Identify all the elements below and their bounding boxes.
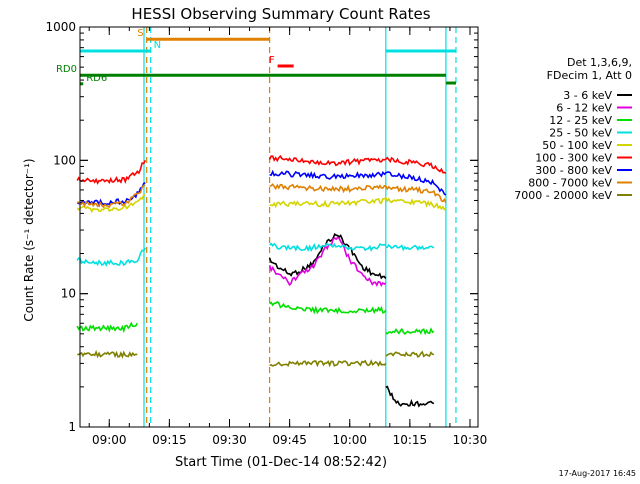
series-layer xyxy=(76,154,447,408)
footer-timestamp: 17-Aug-2017 16:45 xyxy=(559,469,636,478)
chart-title: HESSI Observing Summary Count Rates xyxy=(131,5,430,23)
detector-info-line-2: FDecim 1, Att 0 xyxy=(547,69,632,82)
series-trace xyxy=(77,349,138,359)
legend-label: 3 - 6 keV xyxy=(563,89,612,102)
axes: 1 10 100 1000 09:00 09:15 09:30 09:45 10:00 10:15… xyxy=(45,20,487,447)
series-3 xyxy=(76,301,435,336)
legend-label: 12 - 25 keV xyxy=(549,114,612,127)
series-trace xyxy=(76,159,147,185)
series-trace xyxy=(77,184,146,209)
series-trace xyxy=(76,247,146,268)
series-4 xyxy=(76,242,435,268)
series-trace xyxy=(76,194,146,214)
flag-bars: SN F RD0 RD6 xyxy=(56,28,456,86)
x-tick-label: 10:00 xyxy=(332,433,367,447)
x-tick-label: 10:15 xyxy=(393,433,428,447)
y-tick-label: 1 xyxy=(68,420,76,434)
legend-label: 6 - 12 keV xyxy=(556,102,612,115)
x-tick-label: 09:00 xyxy=(92,433,127,447)
y-tick-label: 10 xyxy=(61,287,76,301)
vertical-markers xyxy=(143,27,457,427)
y-axis-label: Count Rate (s⁻¹ detector⁻¹) xyxy=(22,158,36,321)
x-tick-label: 10:30 xyxy=(453,433,488,447)
series-trace xyxy=(385,385,435,408)
series-trace xyxy=(385,327,435,336)
series-9 xyxy=(77,349,435,368)
flag-label: RD6 xyxy=(86,73,107,84)
series-trace xyxy=(385,243,435,252)
flag-label: F xyxy=(269,55,275,66)
series-trace xyxy=(269,183,447,204)
series-6 xyxy=(76,154,447,185)
flag-label: RD0 xyxy=(56,64,77,75)
series-trace xyxy=(268,154,447,174)
series-trace xyxy=(76,321,138,334)
series-8 xyxy=(77,183,447,209)
y-tick-label: 100 xyxy=(53,153,76,167)
legend-label: 300 - 800 keV xyxy=(535,164,612,177)
legend-label: 50 - 100 keV xyxy=(542,139,612,152)
legend-label: 25 - 50 keV xyxy=(549,127,612,140)
series-1 xyxy=(268,232,435,408)
series-trace xyxy=(268,236,387,287)
series-trace xyxy=(269,196,447,211)
legend-label: 100 - 300 keV xyxy=(535,152,612,165)
series-trace xyxy=(269,359,387,368)
flag-label: S xyxy=(137,28,143,39)
x-axis-label: Start Time (01-Dec-14 08:52:42) xyxy=(175,455,387,470)
legend-label: 800 - 7000 keV xyxy=(528,177,612,190)
series-5 xyxy=(76,194,447,214)
series-2 xyxy=(268,236,387,287)
flag-label: N xyxy=(154,40,161,51)
detector-info-line-1: Det 1,3,6,9, xyxy=(567,56,632,69)
series-trace xyxy=(269,169,447,196)
series-trace xyxy=(268,232,387,280)
legend-label: 7000 - 20000 keV xyxy=(514,189,612,202)
series-trace xyxy=(385,350,435,358)
plot-frame xyxy=(79,26,479,428)
series-trace xyxy=(269,242,387,253)
series-trace xyxy=(269,301,387,315)
x-tick-label: 09:30 xyxy=(212,433,247,447)
x-tick-label: 09:15 xyxy=(152,433,187,447)
x-tick-label: 09:45 xyxy=(272,433,307,447)
y-tick-label: 1000 xyxy=(45,20,76,34)
